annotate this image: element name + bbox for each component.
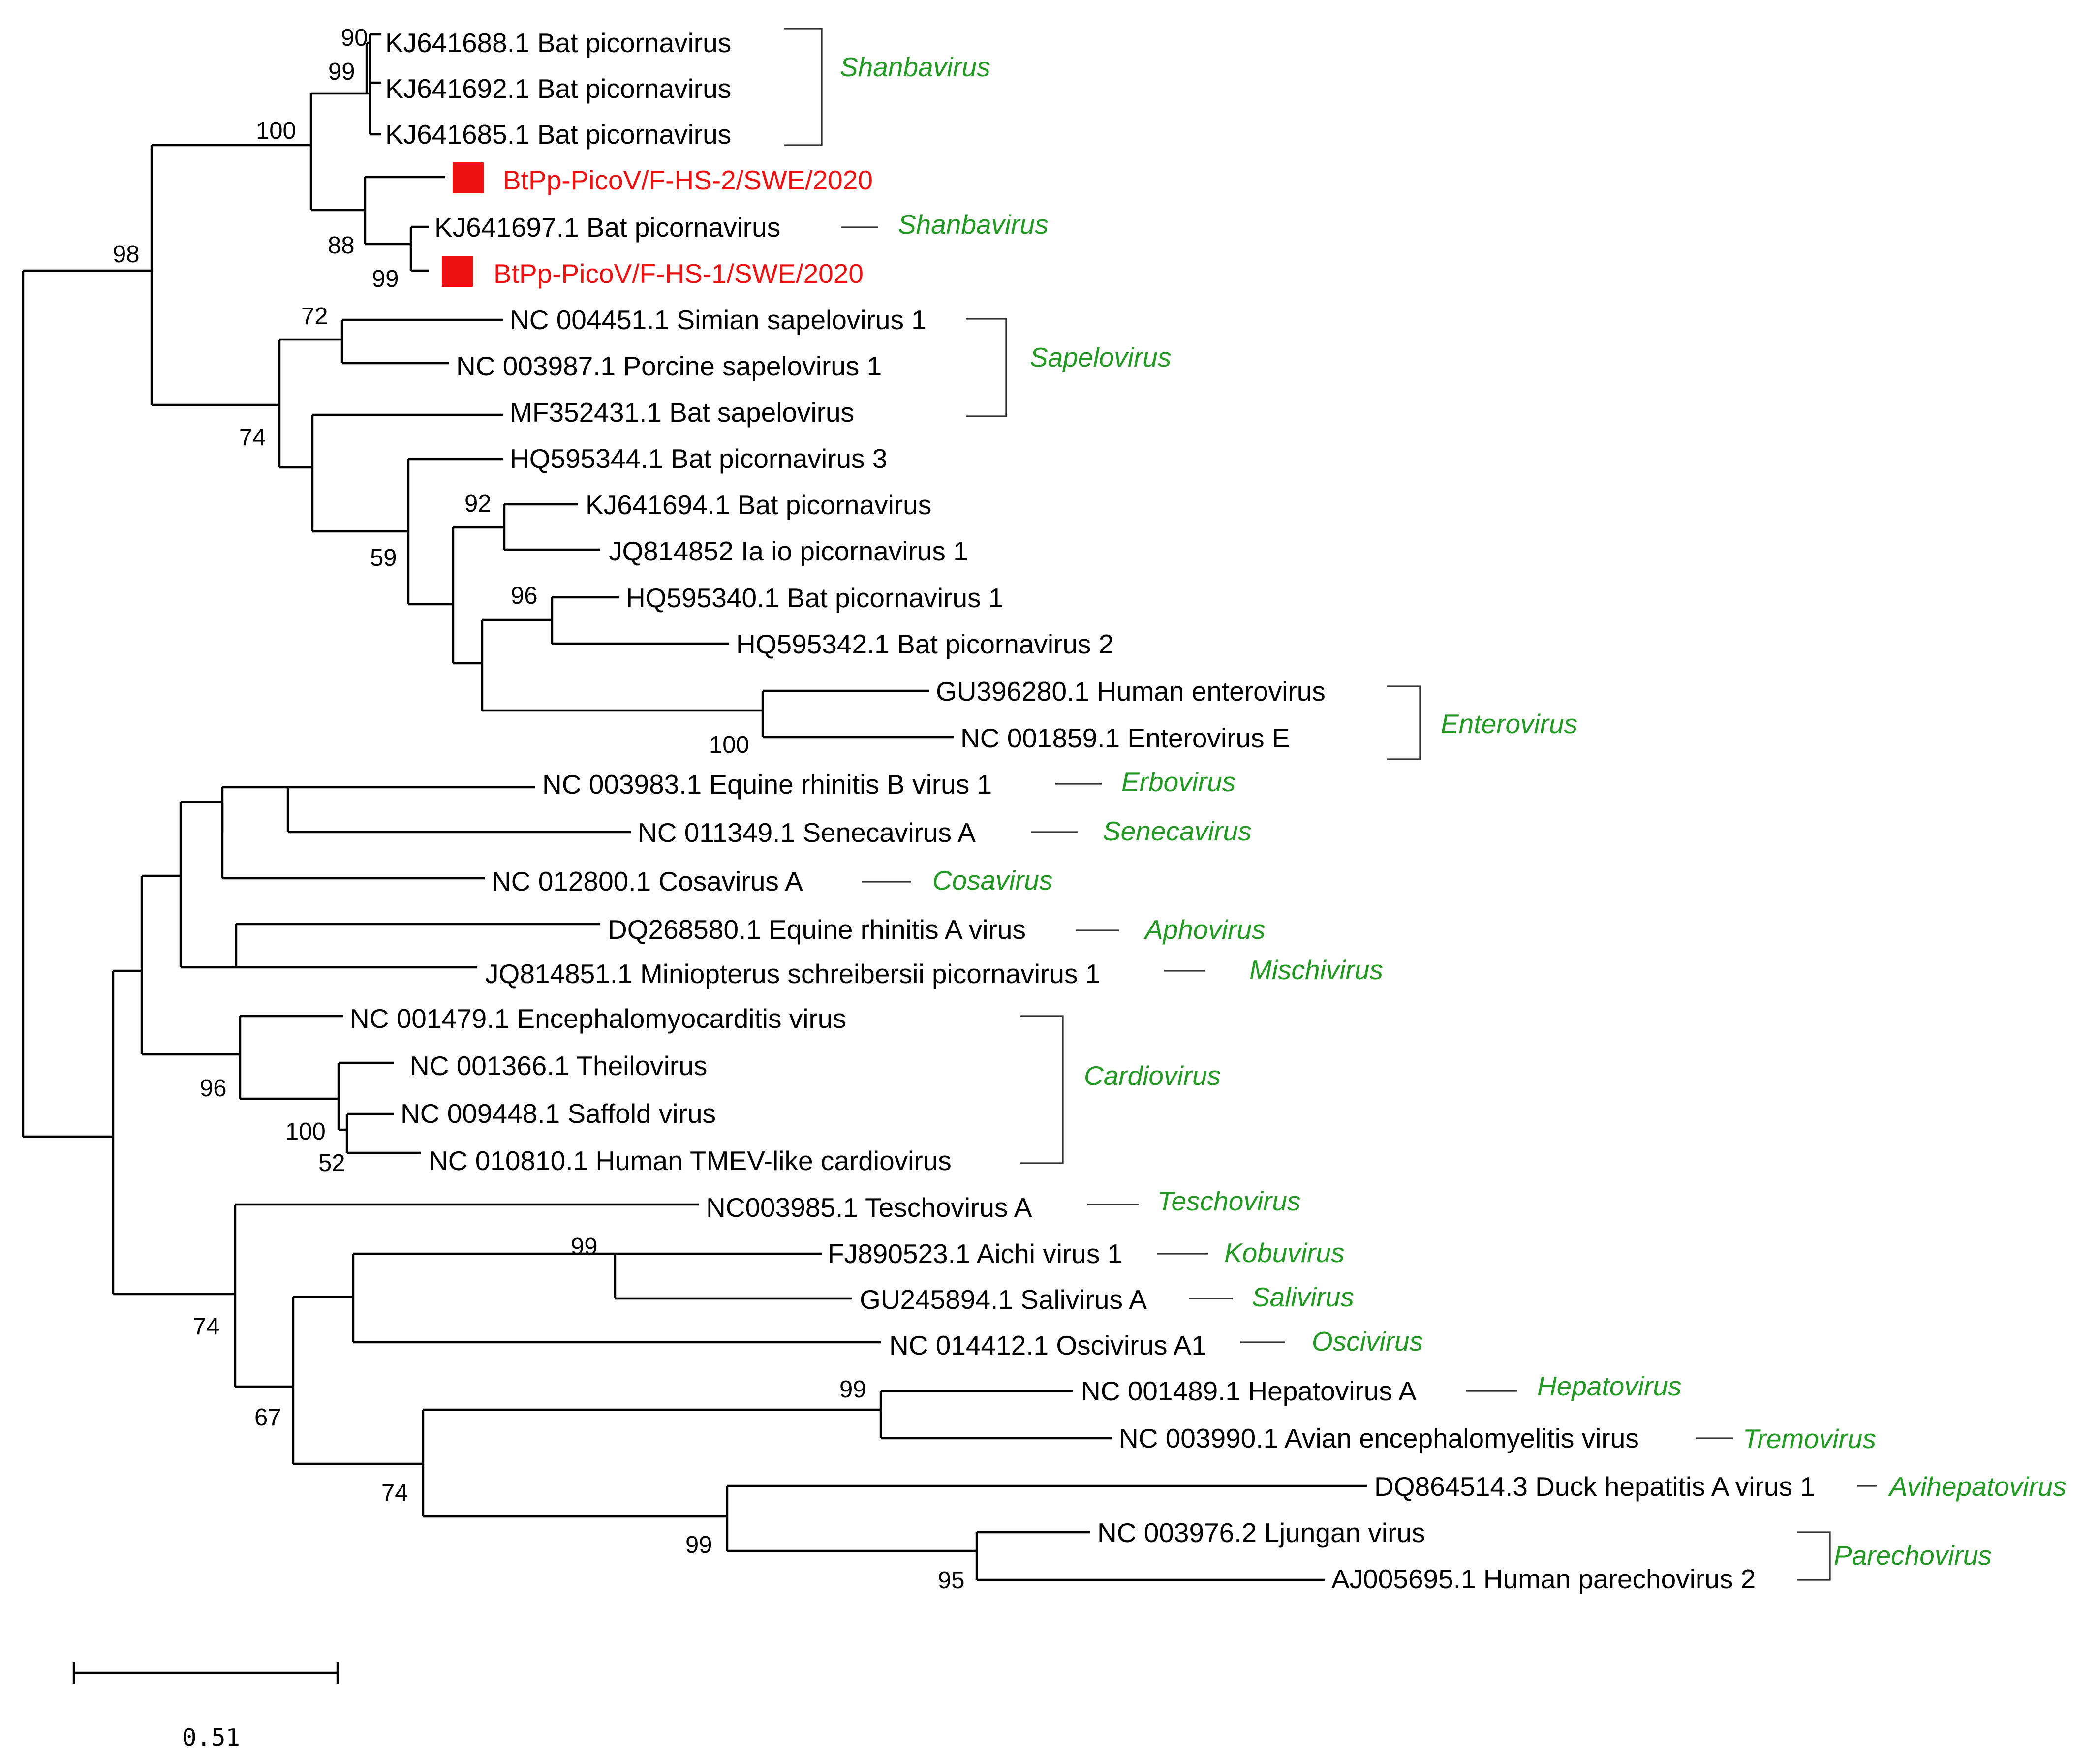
bootstrap-value: 74 xyxy=(193,1313,220,1340)
genus-label: Kobuvirus xyxy=(1224,1237,1345,1268)
tip-label: DQ864514.3 Duck hepatitis A virus 1 xyxy=(1374,1471,1815,1502)
bootstrap-value: 99 xyxy=(372,266,399,292)
tip-label: JQ814852 Ia io picornavirus 1 xyxy=(609,536,968,566)
scale-bar: 0.51 xyxy=(72,1662,339,1752)
scale-bar-label: 0.51 xyxy=(182,1724,240,1752)
tip-label: HQ595344.1 Bat picornavirus 3 xyxy=(510,443,887,474)
genus-label: Parechovirus xyxy=(1834,1540,1992,1571)
genus-label: Enterovirus xyxy=(1441,709,1577,739)
bootstrap-value: 99 xyxy=(839,1376,866,1403)
genus-brackets xyxy=(784,28,1877,1581)
tip-label: NC 009448.1 Saffold virus xyxy=(401,1098,716,1129)
tip-label: NC 003987.1 Porcine sapelovirus 1 xyxy=(456,351,882,381)
bootstrap-value: 96 xyxy=(511,583,538,609)
bootstrap-value: 99 xyxy=(571,1234,598,1260)
bootstrap-value: 92 xyxy=(464,491,492,517)
genus-label: Cosavirus xyxy=(932,865,1053,896)
tip-label: NC003985.1 Teschovirus A xyxy=(706,1192,1032,1223)
bootstrap-value: 96 xyxy=(200,1075,227,1102)
tip-label: NC 004451.1 Simian sapelovirus 1 xyxy=(510,305,926,335)
tip-label-highlighted: BtPp-PicoV/F-HS-2/SWE/2020 xyxy=(503,165,873,195)
bracket-cardiovirus xyxy=(1020,1015,1064,1164)
tree-branches xyxy=(22,33,1367,1581)
highlight-marker-hs1 xyxy=(442,256,473,287)
tip-label: NC 003990.1 Avian encephalomyelitis viru… xyxy=(1119,1423,1639,1453)
bootstrap-value: 100 xyxy=(256,118,296,144)
bootstrap-value: 67 xyxy=(254,1404,281,1431)
genus-label: Shanbavirus xyxy=(840,52,990,82)
bootstrap-value: 74 xyxy=(239,424,266,451)
tip-label: NC 003983.1 Equine rhinitis B virus 1 xyxy=(542,769,992,800)
tip-label: HQ595342.1 Bat picornavirus 2 xyxy=(736,629,1113,659)
tip-label: DQ268580.1 Equine rhinitis A virus xyxy=(608,914,1026,945)
tip-label: AJ005695.1 Human parechovirus 2 xyxy=(1331,1564,1756,1594)
tip-label: NC 010810.1 Human TMEV-like cardiovirus xyxy=(429,1145,952,1176)
genus-label: Hepatovirus xyxy=(1537,1371,1681,1401)
bracket-parechovirus xyxy=(1797,1531,1831,1581)
tip-label-highlighted: BtPp-PicoV/F-HS-1/SWE/2020 xyxy=(494,258,864,289)
tip-label: NC 001859.1 Enterovirus E xyxy=(960,723,1290,753)
genus-label: Avihepatovirus xyxy=(1888,1471,2067,1502)
bootstrap-value: 88 xyxy=(328,232,355,259)
tip-label: NC 001479.1 Encephalomyocarditis virus xyxy=(350,1003,846,1034)
bootstrap-value: 95 xyxy=(938,1567,965,1594)
tip-label: KJ641685.1 Bat picornavirus xyxy=(385,119,731,150)
bracket-shanbavirus xyxy=(784,28,823,146)
genus-label: Salivirus xyxy=(1252,1282,1354,1312)
bootstrap-value: 72 xyxy=(301,303,328,330)
genus-label: Tremovirus xyxy=(1743,1423,1876,1454)
genus-label: Aphovirus xyxy=(1143,914,1266,945)
genus-label: Erbovirus xyxy=(1121,767,1235,797)
bootstrap-value: 100 xyxy=(285,1118,326,1145)
tip-label: KJ641688.1 Bat picornavirus xyxy=(385,28,731,58)
genus-label: Teschovirus xyxy=(1157,1186,1300,1216)
bootstrap-value: 99 xyxy=(685,1532,712,1558)
tip-label: GU245894.1 Salivirus A xyxy=(860,1284,1147,1315)
tip-label: KJ641692.1 Bat picornavirus xyxy=(385,73,731,104)
bootstrap-value: 74 xyxy=(381,1480,408,1506)
tip-label: MF352431.1 Bat sapelovirus xyxy=(510,397,854,428)
highlight-marker-hs2 xyxy=(453,162,484,193)
tip-label: NC 014412.1 Oscivirus A1 xyxy=(889,1330,1206,1360)
bracket-sapelovirus xyxy=(966,318,1007,417)
genus-label: Shanbavirus xyxy=(898,209,1049,240)
tip-label: NC 011349.1 Senecavirus A xyxy=(638,817,976,848)
genus-label: Oscivirus xyxy=(1312,1326,1423,1357)
bootstrap-value: 59 xyxy=(370,545,397,571)
bootstrap-value: 90 xyxy=(341,25,368,51)
bracket-enterovirus xyxy=(1387,685,1421,760)
tip-label: GU396280.1 Human enterovirus xyxy=(936,676,1326,707)
tip-label: JQ814851.1 Miniopterus schreibersii pico… xyxy=(485,958,1100,989)
genus-label: Senecavirus xyxy=(1103,816,1252,846)
tip-label: NC 001489.1 Hepatovirus A xyxy=(1081,1376,1417,1406)
bootstrap-value: 99 xyxy=(328,59,355,85)
tip-label: KJ641694.1 Bat picornavirus xyxy=(586,490,931,520)
genus-label: Sapelovirus xyxy=(1030,342,1171,372)
tip-label: KJ641697.1 Bat picornavirus xyxy=(434,212,780,243)
tip-label: NC 003976.2 Ljungan virus xyxy=(1097,1517,1425,1548)
bootstrap-value: 52 xyxy=(318,1150,345,1176)
bootstrap-value: 100 xyxy=(709,732,749,758)
tip-label: FJ890523.1 Aichi virus 1 xyxy=(828,1238,1122,1269)
tip-label: NC 001366.1 Theilovirus xyxy=(410,1050,707,1081)
tip-label: HQ595340.1 Bat picornavirus 1 xyxy=(626,583,1003,613)
tip-label: NC 012800.1 Cosavirus A xyxy=(492,866,803,896)
genus-label: Mischivirus xyxy=(1249,955,1383,985)
genus-label: Cardiovirus xyxy=(1084,1060,1221,1091)
bootstrap-value: 98 xyxy=(113,241,140,268)
